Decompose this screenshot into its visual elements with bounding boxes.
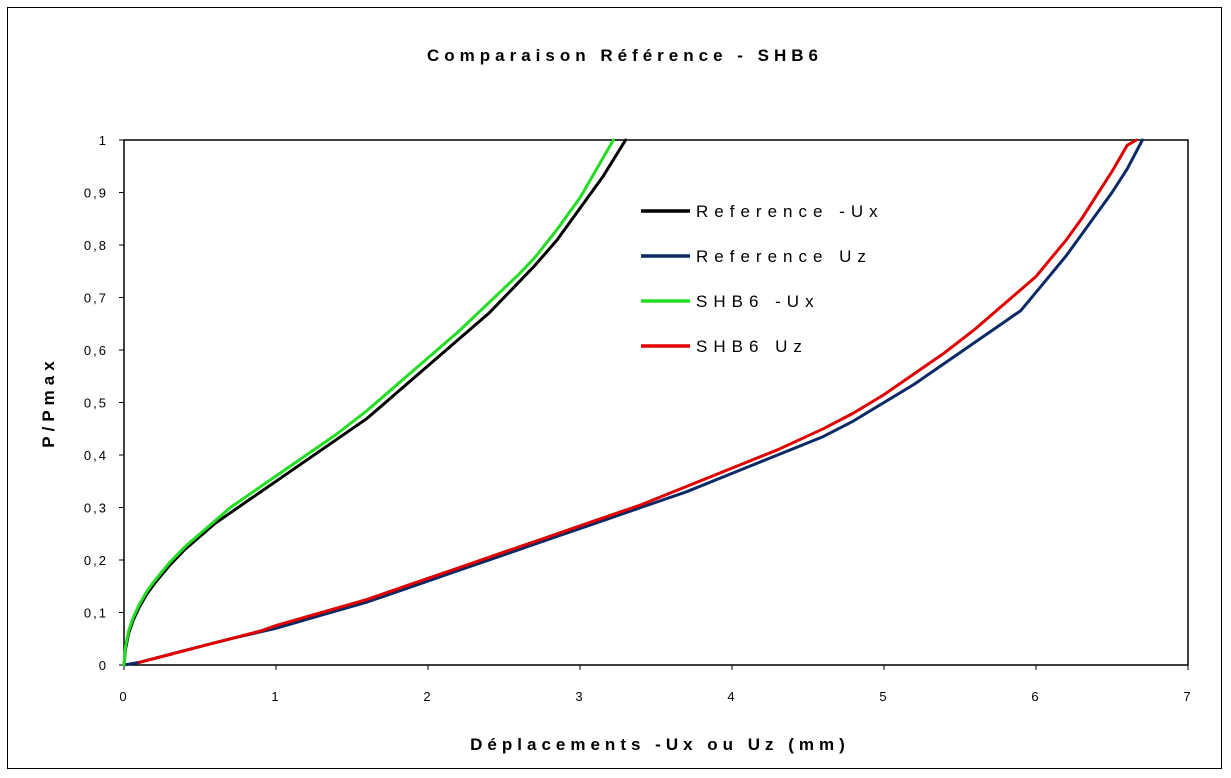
y-tick-label: 0,6	[84, 343, 108, 358]
plot-area	[123, 139, 1189, 666]
chart-frame	[7, 7, 1222, 769]
series-line-shb6-uz	[137, 138, 1138, 664]
x-tick-label: 3	[575, 689, 584, 704]
x-tick-label: 0	[119, 689, 128, 704]
legend: Reference -Ux Reference Uz SHB6 -Ux SHB6 Uz	[641, 202, 884, 356]
x-axis-label: Déplacements -Ux ou Uz (mm)	[470, 735, 850, 754]
y-tick-label: 0,7	[84, 291, 108, 306]
y-tick-label: 0,1	[84, 606, 108, 621]
x-tick-label: 5	[879, 689, 888, 704]
legend-label-shb6-ux: SHB6 -Ux	[696, 292, 820, 311]
legend-label-reference-ux: Reference -Ux	[696, 202, 884, 221]
legend-label-reference-uz: Reference Uz	[696, 247, 872, 266]
chart-title: Comparaison Référence - SHB6	[427, 46, 823, 65]
x-tick-label: 1	[271, 689, 280, 704]
series-line-reference-uz	[122, 138, 1144, 667]
y-tick-label: 0,8	[84, 238, 108, 253]
x-axis-ticks: 0 1 2 3 4 5 6 7	[119, 665, 1192, 704]
y-tick-label: 0,2	[84, 553, 108, 568]
y-tick-label: 0,4	[84, 448, 108, 463]
y-tick-label: 1	[99, 133, 108, 148]
x-tick-label: 6	[1031, 689, 1040, 704]
y-tick-label: 0,3	[84, 501, 108, 516]
x-tick-label: 7	[1183, 689, 1192, 704]
y-axis-label: P/Pmax	[39, 356, 58, 447]
y-tick-label: 0,5	[84, 396, 108, 411]
y-tick-label: 0,9	[84, 186, 108, 201]
x-tick-label: 2	[423, 689, 432, 704]
series-lines	[122, 138, 1144, 667]
series-line-shb6-ux	[122, 138, 615, 667]
legend-label-shb6-uz: SHB6 Uz	[696, 337, 808, 356]
y-axis-ticks: 0 0,1 0,2 0,3 0,4 0,5 0,6 0,7 0,8 0,9 1	[84, 133, 124, 673]
y-tick-label: 0	[99, 658, 108, 673]
x-tick-label: 4	[727, 689, 736, 704]
